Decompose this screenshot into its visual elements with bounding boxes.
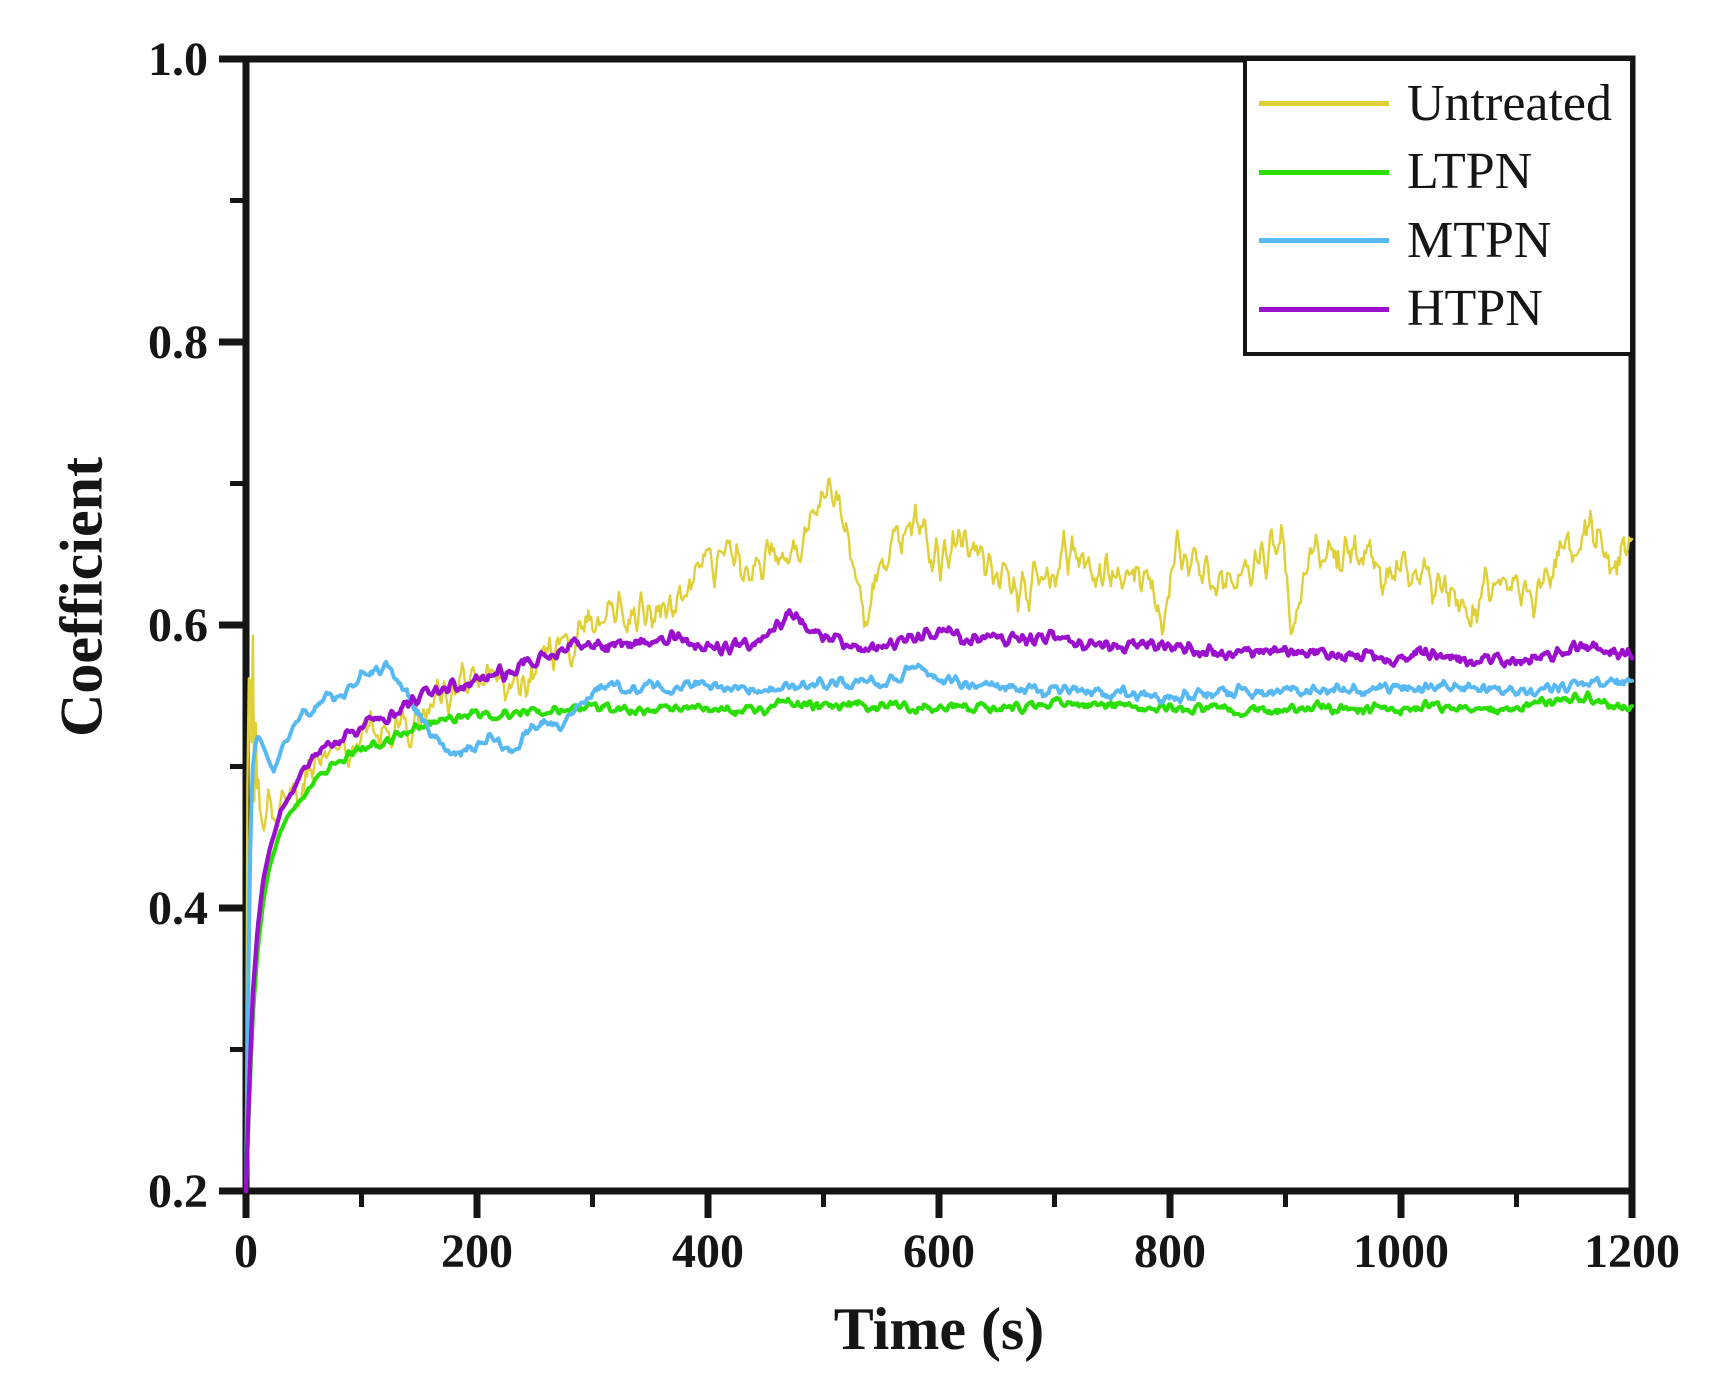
x-axis-title: Time (s) bbox=[833, 1296, 1045, 1362]
legend-line-sample-htpn bbox=[1259, 306, 1389, 312]
legend-label-htpn: HTPN bbox=[1407, 280, 1543, 338]
y-tick-label: 0.4 bbox=[148, 882, 208, 935]
x-tick-label: 200 bbox=[441, 1225, 513, 1278]
y-tick-label: 0.8 bbox=[148, 316, 208, 369]
x-tick-label: 400 bbox=[672, 1225, 744, 1278]
legend-item-mtpn: MTPN bbox=[1259, 211, 1630, 269]
series-line-ltpn bbox=[243, 690, 1635, 1194]
x-tick-label: 0 bbox=[234, 1225, 258, 1278]
y-tick-label: 0.6 bbox=[148, 599, 208, 652]
legend-label-untreated: Untreated bbox=[1407, 74, 1613, 132]
x-tick-label: 800 bbox=[1134, 1225, 1206, 1278]
x-tick-label: 1000 bbox=[1353, 1225, 1449, 1278]
legend-label-ltpn: LTPN bbox=[1407, 143, 1533, 201]
legend-label-mtpn: MTPN bbox=[1407, 211, 1552, 269]
legend-line-sample-untreated bbox=[1259, 101, 1389, 107]
legend-line-sample-mtpn bbox=[1259, 238, 1389, 244]
series-line-mtpn bbox=[244, 659, 1634, 1193]
series-line-untreated bbox=[244, 477, 1634, 1193]
x-tick-label: 600 bbox=[903, 1225, 975, 1278]
y-tick-label: 0.2 bbox=[148, 1165, 208, 1218]
legend-item-htpn: HTPN bbox=[1259, 283, 1630, 335]
legend-item-ltpn: LTPN bbox=[1259, 146, 1630, 198]
plot-border bbox=[242, 55, 1636, 1195]
y-tick-label: 1.0 bbox=[148, 33, 208, 86]
y-axis-title: Coefficient bbox=[48, 457, 115, 737]
series-line-htpn bbox=[243, 608, 1635, 1194]
legend: Untreated LTPN MTPN HTPN bbox=[1243, 57, 1634, 356]
legend-line-sample-ltpn bbox=[1259, 169, 1389, 175]
x-tick-label: 1200 bbox=[1584, 1225, 1680, 1278]
legend-item-untreated: Untreated bbox=[1259, 74, 1630, 132]
